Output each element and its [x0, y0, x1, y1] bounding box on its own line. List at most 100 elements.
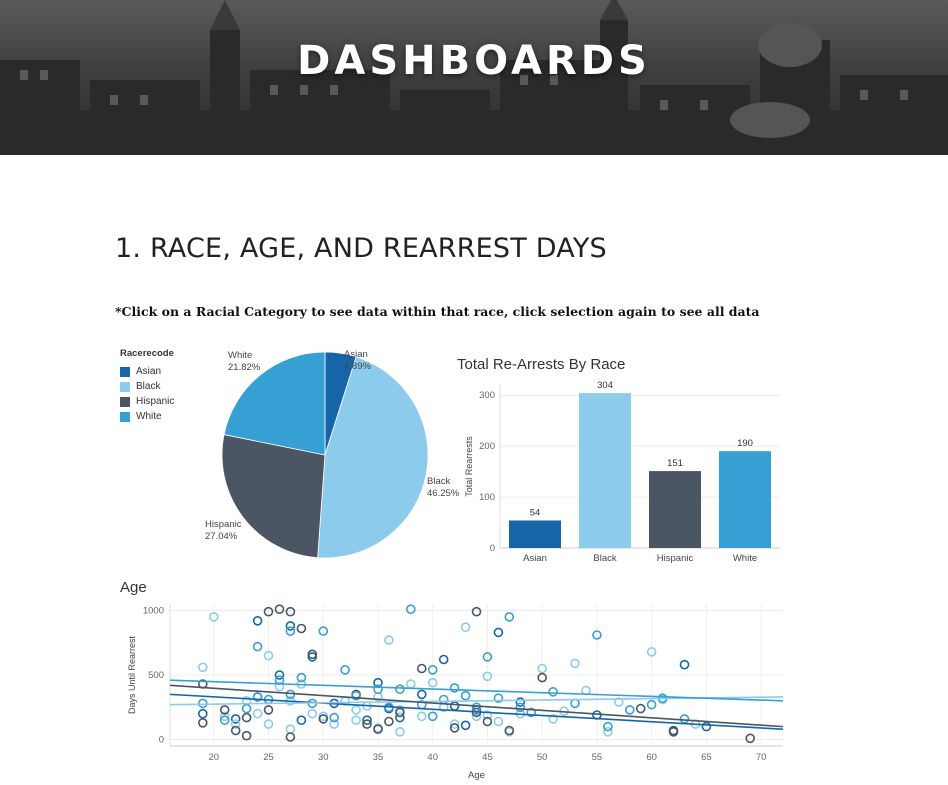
scatter-point-white[interactable] [318, 626, 329, 636]
scatter-point-hispanic[interactable] [416, 663, 427, 674]
scatter-point-white[interactable] [285, 626, 296, 636]
scatter-point-black[interactable] [449, 719, 460, 729]
scatter-point-black[interactable] [274, 681, 285, 692]
scatter-point-hispanic[interactable] [241, 712, 252, 723]
scatter-point-hispanic[interactable] [362, 719, 372, 729]
legend-item-white[interactable]: White [120, 409, 174, 424]
scatter-point-asian[interactable] [438, 654, 449, 665]
scatter-point-white[interactable] [427, 664, 438, 675]
scatter-point-asian[interactable] [285, 621, 296, 631]
scatter-point-hispanic[interactable] [471, 606, 482, 617]
scatter-point-white[interactable] [570, 698, 580, 709]
scatter-point-white[interactable] [351, 690, 361, 701]
scatter-point-asian[interactable] [274, 670, 285, 680]
scatter-point-white[interactable] [460, 690, 471, 701]
scatter-point-hispanic[interactable] [668, 726, 679, 737]
scatter-point-white[interactable] [603, 721, 613, 732]
scatter-point-asian[interactable] [296, 715, 307, 726]
scatter-point-hispanic[interactable] [504, 725, 515, 736]
scatter-point-white[interactable] [427, 711, 438, 722]
scatter-point-white[interactable] [340, 664, 350, 675]
bar-hispanic[interactable] [649, 471, 701, 548]
scatter-point-hispanic[interactable] [296, 623, 307, 634]
bar-black[interactable] [579, 393, 631, 548]
scatter-point-white[interactable] [405, 604, 416, 615]
scatter-point-black[interactable] [263, 719, 274, 729]
scatter-point-white[interactable] [493, 693, 504, 704]
scatter-point-asian[interactable] [252, 615, 263, 626]
scatter-point-hispanic[interactable] [263, 705, 274, 715]
scatter-point-hispanic[interactable] [285, 606, 296, 617]
bar-white[interactable] [719, 451, 771, 548]
scatter-point-black[interactable] [263, 650, 274, 661]
scatter-point-white[interactable] [252, 641, 263, 652]
scatter-point-asian[interactable] [362, 715, 372, 726]
scatter-point-black[interactable] [427, 677, 438, 688]
scatter-point-white[interactable] [646, 699, 657, 710]
scatter-point-hispanic[interactable] [230, 725, 241, 736]
scatter-point-black[interactable] [482, 710, 493, 720]
scatter-point-hispanic[interactable] [307, 649, 318, 660]
scatter-point-asian[interactable] [416, 689, 427, 700]
scatter-point-hispanic[interactable] [274, 604, 285, 615]
scatter-point-black[interactable] [646, 646, 657, 657]
scatter-point-hispanic[interactable] [285, 732, 296, 742]
scatter-point-asian[interactable] [493, 627, 504, 638]
scatter-point-hispanic[interactable] [198, 717, 208, 728]
legend-item-asian[interactable]: Asian [120, 364, 174, 379]
legend-item-hispanic[interactable]: Hispanic [120, 394, 174, 409]
scatter-point-white[interactable] [252, 692, 263, 702]
scatter-point-black[interactable] [570, 658, 580, 669]
scatter-point-black[interactable] [460, 622, 471, 633]
scatter-point-asian[interactable] [449, 701, 460, 711]
scatter-point-asian[interactable] [679, 659, 690, 670]
pie-slice-hispanic[interactable] [221, 434, 326, 559]
bar-chart[interactable]: Total Re-Arrests By Race 0 100 200 300 Total … [457, 356, 780, 564]
scatter-point-hispanic[interactable] [395, 707, 405, 718]
scatter-point-hispanic[interactable] [263, 606, 274, 617]
scatter-point-white[interactable] [449, 683, 460, 693]
scatter-point-white[interactable] [438, 694, 449, 705]
scatter-point-white[interactable] [395, 684, 405, 695]
pie-slice-white[interactable] [223, 351, 326, 456]
bar-asian[interactable] [509, 520, 561, 548]
scatter-point-white[interactable] [329, 712, 340, 723]
scatter-point-white[interactable] [592, 630, 602, 640]
scatter-point-hispanic[interactable] [241, 730, 252, 741]
scatter-point-asian[interactable] [460, 720, 471, 731]
scatter-point-black[interactable] [395, 726, 405, 737]
scatter-point-hispanic[interactable] [635, 703, 646, 714]
scatter-point-black[interactable] [482, 671, 493, 682]
scatter-point-hispanic[interactable] [537, 672, 548, 683]
scatter-point-white[interactable] [624, 705, 635, 715]
scatter-point-black[interactable] [548, 714, 558, 724]
scatter-point-black[interactable] [230, 719, 241, 729]
scatter-point-asian[interactable] [198, 708, 208, 719]
scatter-point-asian[interactable] [701, 721, 712, 732]
scatter-point-black[interactable] [351, 715, 361, 726]
scatter-point-black[interactable] [252, 708, 263, 719]
scatter-point-hispanic[interactable] [449, 723, 460, 733]
scatter-point-white[interactable] [198, 698, 208, 709]
scatter-point-white[interactable] [241, 703, 252, 714]
scatter-point-black[interactable] [537, 663, 548, 674]
scatter-point-asian[interactable] [515, 697, 526, 707]
scatter-point-white[interactable] [296, 672, 307, 683]
scatter-point-black[interactable] [384, 635, 394, 645]
scatter-point-hispanic[interactable] [384, 716, 394, 727]
scatter-point-hispanic[interactable] [745, 733, 756, 744]
scatter-point-black[interactable] [209, 612, 219, 622]
scatter-point-white[interactable] [526, 707, 537, 718]
scatter-point-black[interactable] [405, 679, 416, 689]
scatter-point-black[interactable] [613, 697, 624, 707]
scatter-point-black[interactable] [416, 711, 427, 722]
scatter-point-white[interactable] [219, 715, 230, 726]
scatter-point-black[interactable] [603, 726, 613, 737]
scatter-point-hispanic[interactable] [482, 716, 493, 727]
scatter-point-black[interactable] [493, 716, 504, 727]
scatter-point-hispanic[interactable] [219, 705, 230, 715]
scatter-point-black[interactable] [198, 662, 208, 673]
scatter-point-white[interactable] [482, 652, 493, 662]
scatter-point-white[interactable] [548, 686, 558, 697]
